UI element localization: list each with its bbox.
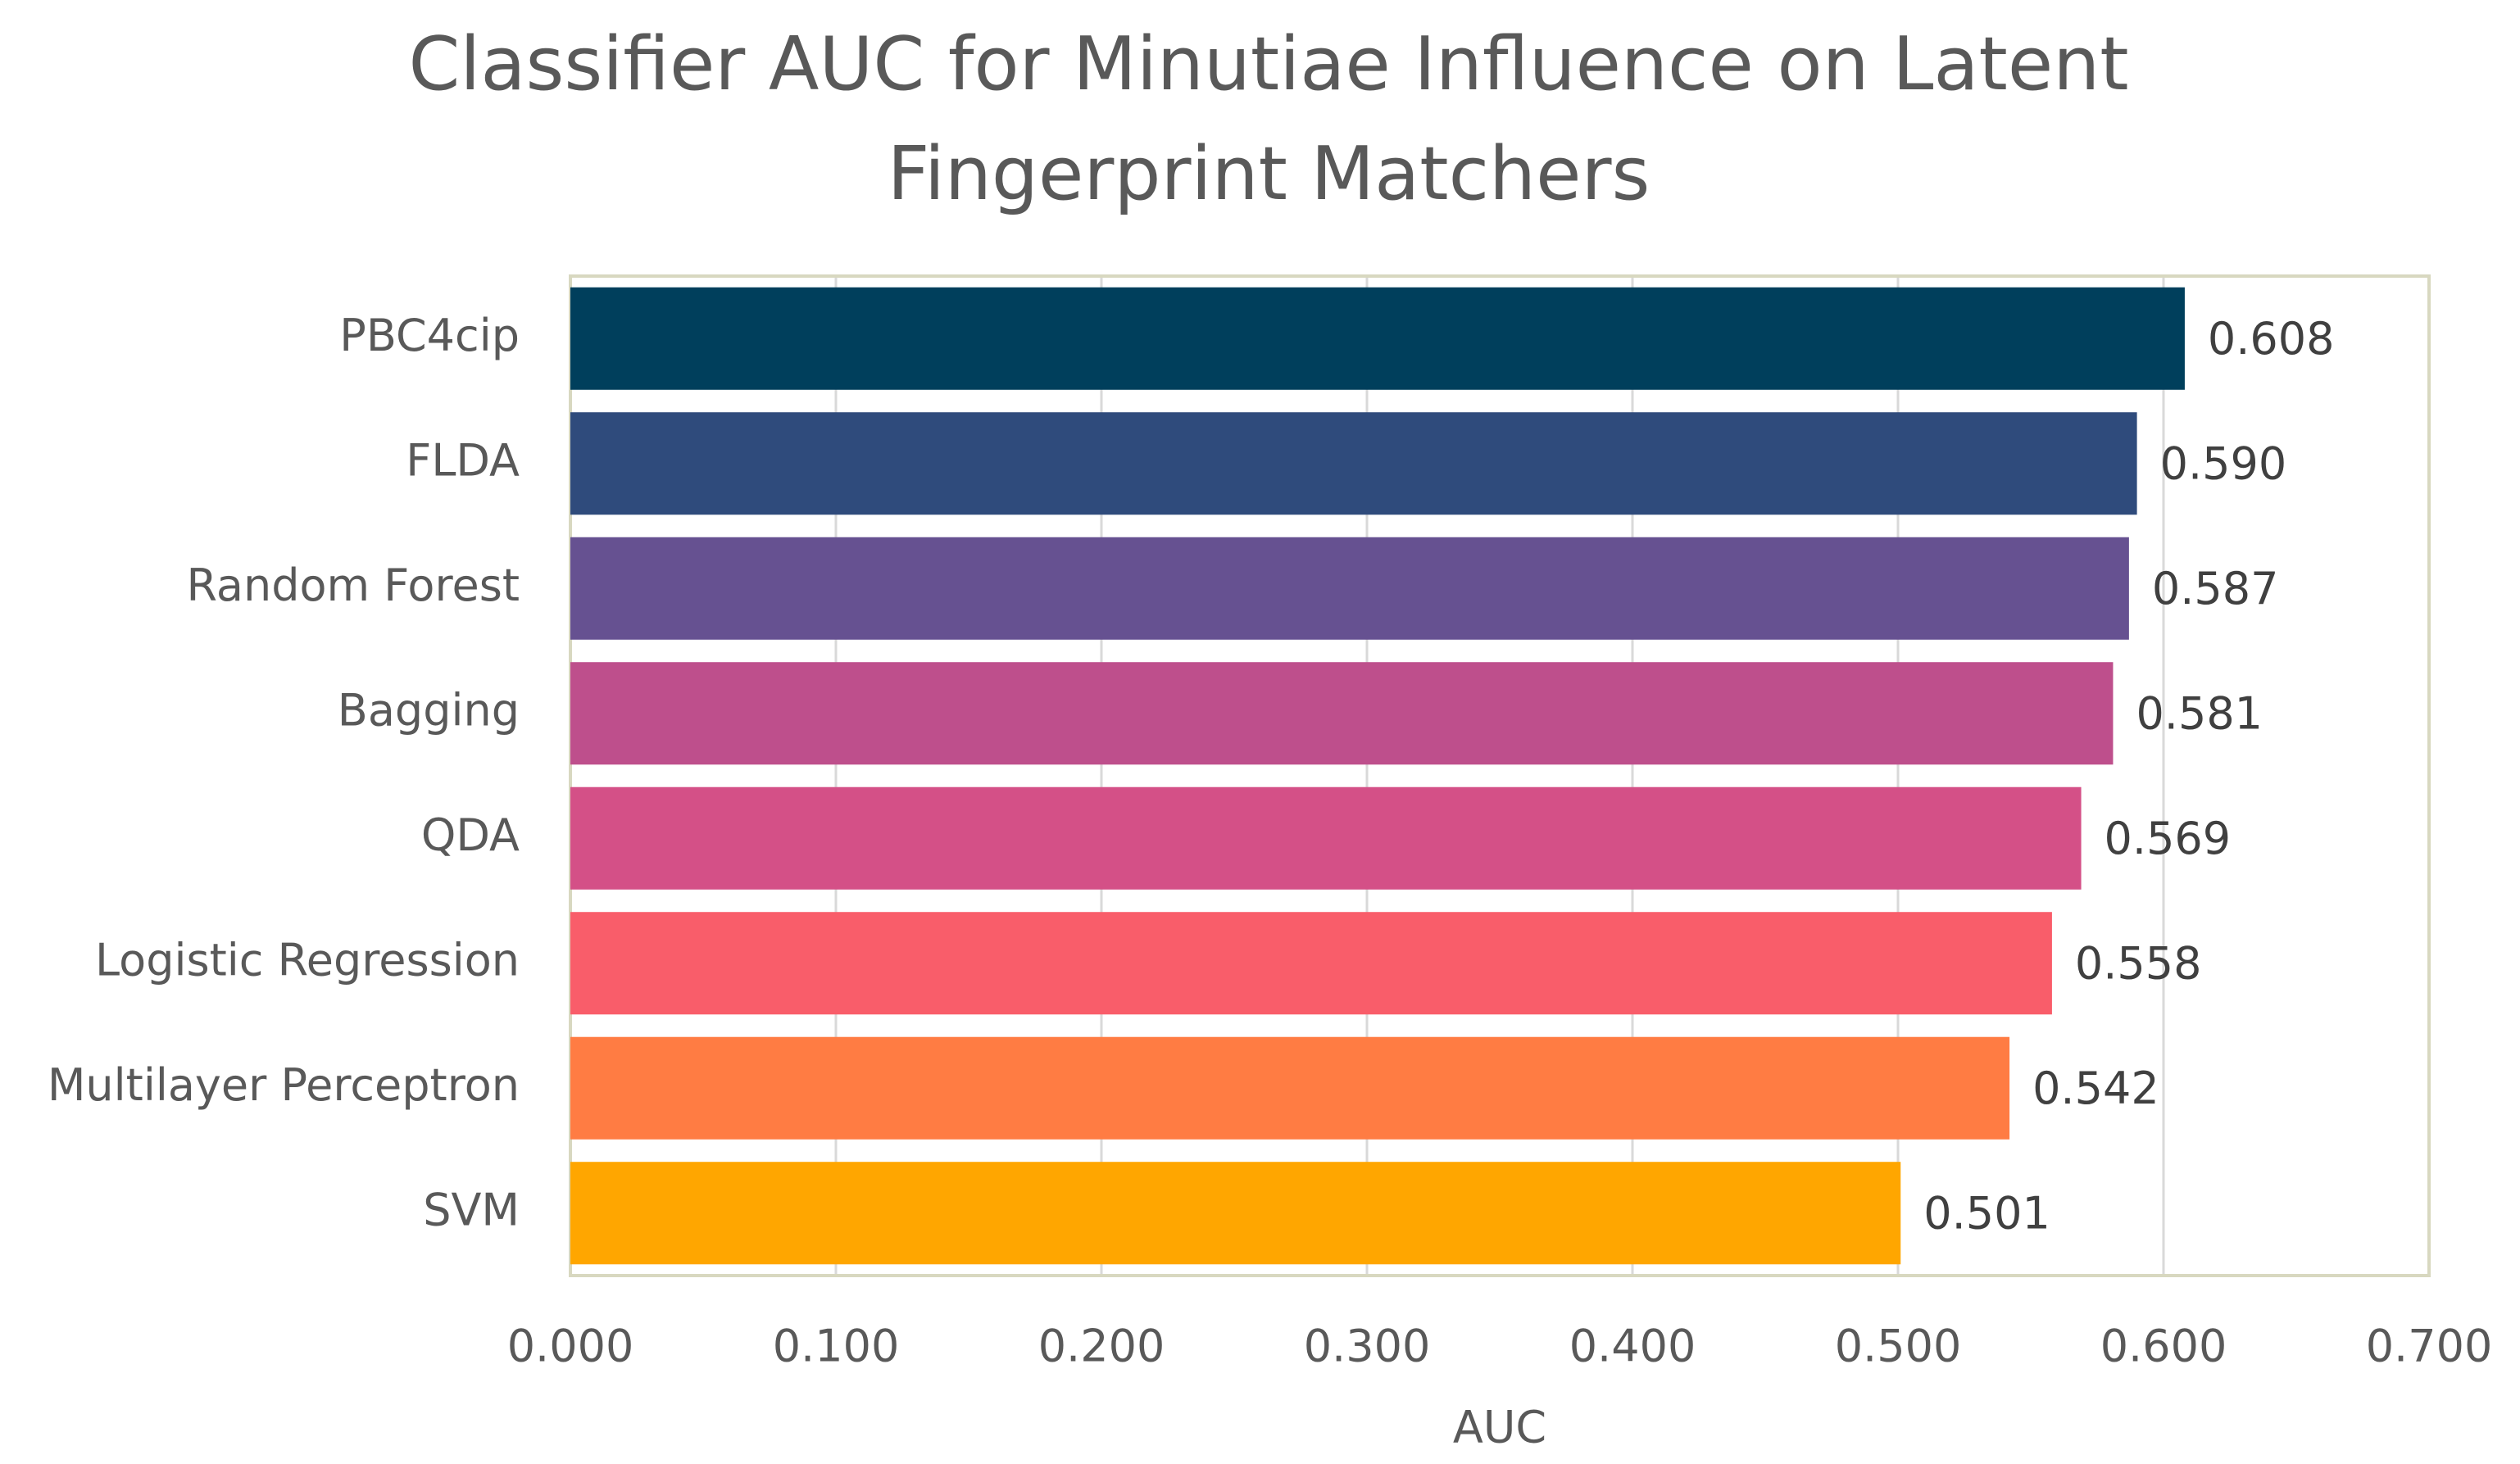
- bar: [570, 287, 2185, 390]
- plot-border: [569, 274, 2431, 1277]
- x-tick-label: 0.300: [1304, 1321, 1431, 1372]
- y-tick-label: Bagging: [338, 684, 520, 736]
- x-tick-label: 0.100: [773, 1321, 900, 1372]
- x-tick-label: 0.000: [507, 1321, 634, 1372]
- bar: [570, 1036, 2010, 1140]
- chart-title: Classifier AUC for Minutiae Influence on…: [408, 21, 2129, 217]
- bar: [570, 786, 2082, 890]
- bar: [570, 537, 2129, 640]
- x-tick-label: 0.200: [1038, 1321, 1165, 1372]
- value-label: 0.501: [1923, 1187, 2050, 1239]
- y-tick-label: SVM: [423, 1184, 520, 1235]
- x-axis-title: AUC: [1453, 1402, 1546, 1453]
- value-label: 0.558: [2075, 937, 2202, 989]
- x-tick-label: 0.500: [1835, 1321, 1962, 1372]
- y-tick-label: QDA: [421, 809, 520, 861]
- bar: [570, 1162, 1901, 1265]
- value-label: 0.587: [2152, 563, 2279, 614]
- bar: [570, 912, 2052, 1015]
- value-label: 0.542: [2032, 1063, 2159, 1114]
- bar: [570, 412, 2137, 515]
- x-tick-label: 0.400: [1569, 1321, 1696, 1372]
- y-tick-label: FLDA: [406, 434, 520, 486]
- value-label: 0.581: [2136, 687, 2263, 739]
- y-tick-label: Multilayer Perceptron: [48, 1059, 520, 1111]
- value-label: 0.608: [2208, 313, 2335, 365]
- x-tick-label: 0.700: [2366, 1321, 2493, 1372]
- value-label: 0.569: [2105, 813, 2232, 864]
- x-tick-label: 0.600: [2100, 1321, 2227, 1372]
- value-label: 0.590: [2160, 437, 2287, 489]
- y-tick-label: Logistic Regression: [95, 934, 520, 986]
- y-tick-label: Random Forest: [187, 560, 520, 611]
- bar: [570, 662, 2114, 765]
- y-tick-label: PBC4cip: [339, 310, 520, 361]
